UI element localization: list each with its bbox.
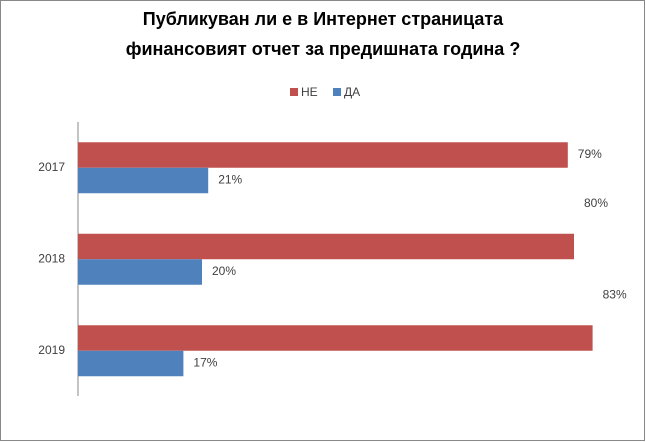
legend-label: ДА — [344, 85, 360, 99]
legend-swatch — [290, 88, 298, 96]
y-tick-label: 2018 — [38, 251, 65, 265]
value-label: 17% — [193, 356, 217, 370]
value-label: 80% — [584, 196, 608, 210]
bar — [78, 259, 202, 285]
bar — [78, 167, 209, 194]
legend-swatch — [333, 88, 341, 96]
bar — [78, 325, 593, 351]
bar — [78, 142, 568, 168]
bar — [78, 233, 574, 260]
y-tick-label: 2019 — [38, 343, 65, 357]
value-label: 83% — [603, 287, 627, 301]
legend-label: НЕ — [301, 85, 318, 99]
y-tick-label: 2017 — [38, 160, 65, 174]
value-label: 79% — [578, 147, 602, 161]
bar — [78, 350, 184, 377]
chart-title: Публикуван ли е в Интернет страницата — [143, 9, 504, 29]
value-label: 20% — [212, 264, 236, 278]
value-label: 21% — [218, 173, 242, 187]
chart-title: финансовият отчет за предишната година ? — [126, 39, 521, 59]
